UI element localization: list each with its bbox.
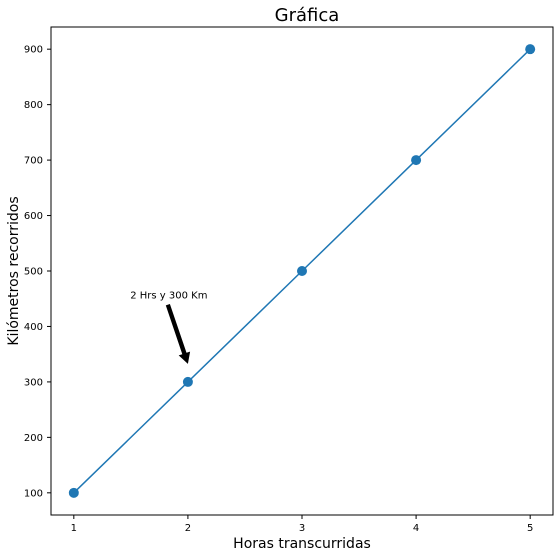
y-tick-label: 800 [24,100,43,111]
x-tick-label: 3 [299,523,305,534]
chart-title: Gráfica [275,5,340,26]
y-tick-label: 400 [24,322,43,333]
data-point [525,44,536,55]
y-tick-label: 200 [24,433,43,444]
x-tick-label: 1 [71,523,77,534]
data-point [68,487,79,498]
annotation-group: 2 Hrs y 300 Km [130,291,207,364]
x-tick-label: 5 [527,523,533,534]
y-axis-label: Kilómetros recorridos [6,196,22,345]
y-tick-label: 100 [24,488,43,499]
series-group [68,44,536,498]
data-point [297,266,307,276]
annotation-arrow [165,304,191,364]
data-point [182,376,193,387]
x-axis-ticks: 1 2 3 4 5 [71,515,533,534]
y-axis-ticks: 100 200 300 400 500 600 700 800 900 [24,45,51,499]
y-tick-label: 500 [24,267,43,278]
y-tick-label: 700 [24,156,43,167]
y-tick-label: 900 [24,45,43,56]
data-point [411,155,422,166]
y-tick-label: 600 [24,211,43,222]
x-tick-label: 2 [185,523,191,534]
x-tick-label: 4 [413,523,419,534]
x-axis-label: Horas transcurridas [233,536,371,552]
y-tick-label: 300 [24,377,43,388]
annotation-text: 2 Hrs y 300 Km [130,291,207,302]
